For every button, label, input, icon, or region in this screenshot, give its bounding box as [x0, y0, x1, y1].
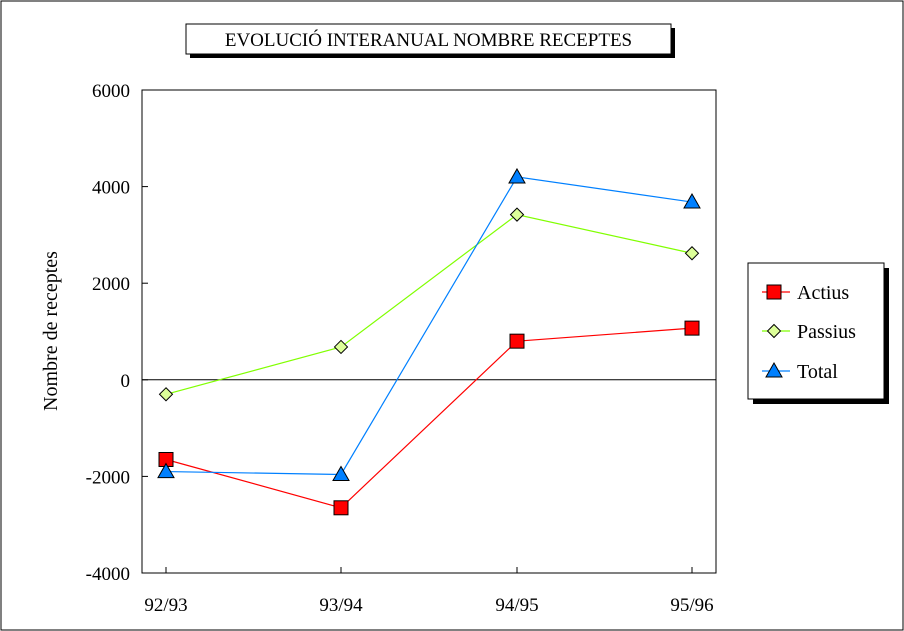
- data-point-total: [157, 462, 175, 479]
- y-axis-ticks: -4000 -2000 0 2000 4000 6000: [86, 81, 148, 585]
- data-point-actius: [509, 333, 525, 349]
- data-point-passius: [684, 246, 700, 261]
- data-point-actius: [684, 320, 700, 336]
- x-axis-ticks: 92/93 93/94 94/95 95/96: [144, 567, 714, 616]
- x-tick-label: 94/95: [495, 595, 538, 616]
- chart-title: EVOLUCIÓ INTERANUAL NOMBRE RECEPTES: [225, 29, 632, 51]
- y-tick-label: -2000: [86, 467, 130, 488]
- y-tick-label: -4000: [86, 564, 130, 585]
- legend-label-actius: Actius: [797, 282, 849, 304]
- plot-area: [141, 89, 717, 574]
- data-point-passius: [333, 339, 349, 355]
- legend-label-passius: Passius: [797, 321, 856, 343]
- legend-marker-passius: [766, 323, 782, 339]
- title-background: [185, 23, 672, 55]
- series-group: [157, 167, 701, 516]
- x-tick-label: 93/94: [319, 595, 363, 616]
- y-axis-label: Nombre de receptes: [40, 251, 62, 411]
- data-point-total: [683, 193, 701, 209]
- y-tick-label: 4000: [92, 178, 130, 199]
- data-point-total: [332, 465, 350, 481]
- legend: Actius Passius Total: [747, 262, 889, 404]
- data-point-actius: [333, 500, 349, 516]
- data-point-passius: [509, 207, 525, 222]
- y-tick-label: 0: [121, 371, 131, 392]
- series-line-actius: [165, 327, 693, 509]
- data-point-total: [508, 167, 526, 184]
- x-tick-label: 95/96: [670, 595, 713, 616]
- legend-label-total: Total: [797, 361, 838, 383]
- series-line-passius: [165, 213, 693, 395]
- y-tick-label: 6000: [92, 81, 130, 102]
- y-tick-label: 2000: [92, 274, 130, 295]
- legend-items: Actius Passius Total: [762, 282, 856, 383]
- title-box: EVOLUCIÓ INTERANUAL NOMBRE RECEPTES: [185, 23, 675, 58]
- series-line-total: [165, 176, 693, 476]
- x-tick-label: 92/93: [144, 595, 187, 616]
- legend-marker-actius: [766, 284, 782, 300]
- legend-marker-total: [765, 361, 783, 378]
- data-point-passius: [158, 387, 174, 402]
